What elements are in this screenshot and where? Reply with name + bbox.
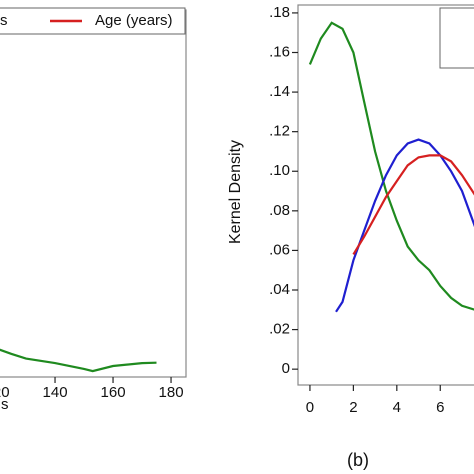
x-tick-label: 2 (349, 399, 357, 416)
caption: (b) (347, 450, 369, 470)
x-tick-label: 0 (306, 399, 314, 416)
line-series (0, 348, 157, 373)
x-tick-label: 140 (43, 384, 68, 401)
x-tick-label: 6 (436, 399, 444, 416)
line-series (308, 21, 474, 311)
y-tick-label: .18 (269, 4, 290, 21)
y-axis-label: Kernel Density (227, 140, 244, 244)
y-tick-label: .08 (269, 202, 290, 219)
y-tick-label: .16 (269, 43, 290, 60)
y-tick-label: .10 (269, 162, 290, 179)
line-series (352, 154, 474, 255)
plot-frame (0, 9, 187, 378)
x-tick-label: 180 (159, 384, 184, 401)
legend-label: Age (years) (95, 12, 173, 29)
line-series (335, 138, 474, 313)
x-tick-label: 120 (0, 384, 10, 401)
x-tick-label: 4 (393, 399, 401, 416)
x-tick-label: 160 (101, 384, 126, 401)
y-tick-label: .06 (269, 241, 290, 258)
legend-box (439, 7, 474, 69)
y-tick-label: .12 (269, 123, 290, 140)
plot-frame (297, 4, 474, 386)
y-tick-label: .04 (269, 281, 290, 298)
y-tick-label: 0 (282, 360, 290, 377)
legend-box (0, 7, 186, 35)
y-tick-label: .14 (269, 83, 290, 100)
y-tick-label: .02 (269, 321, 290, 338)
x-axis-label: s (1, 396, 9, 413)
legend-label: s (0, 12, 8, 29)
